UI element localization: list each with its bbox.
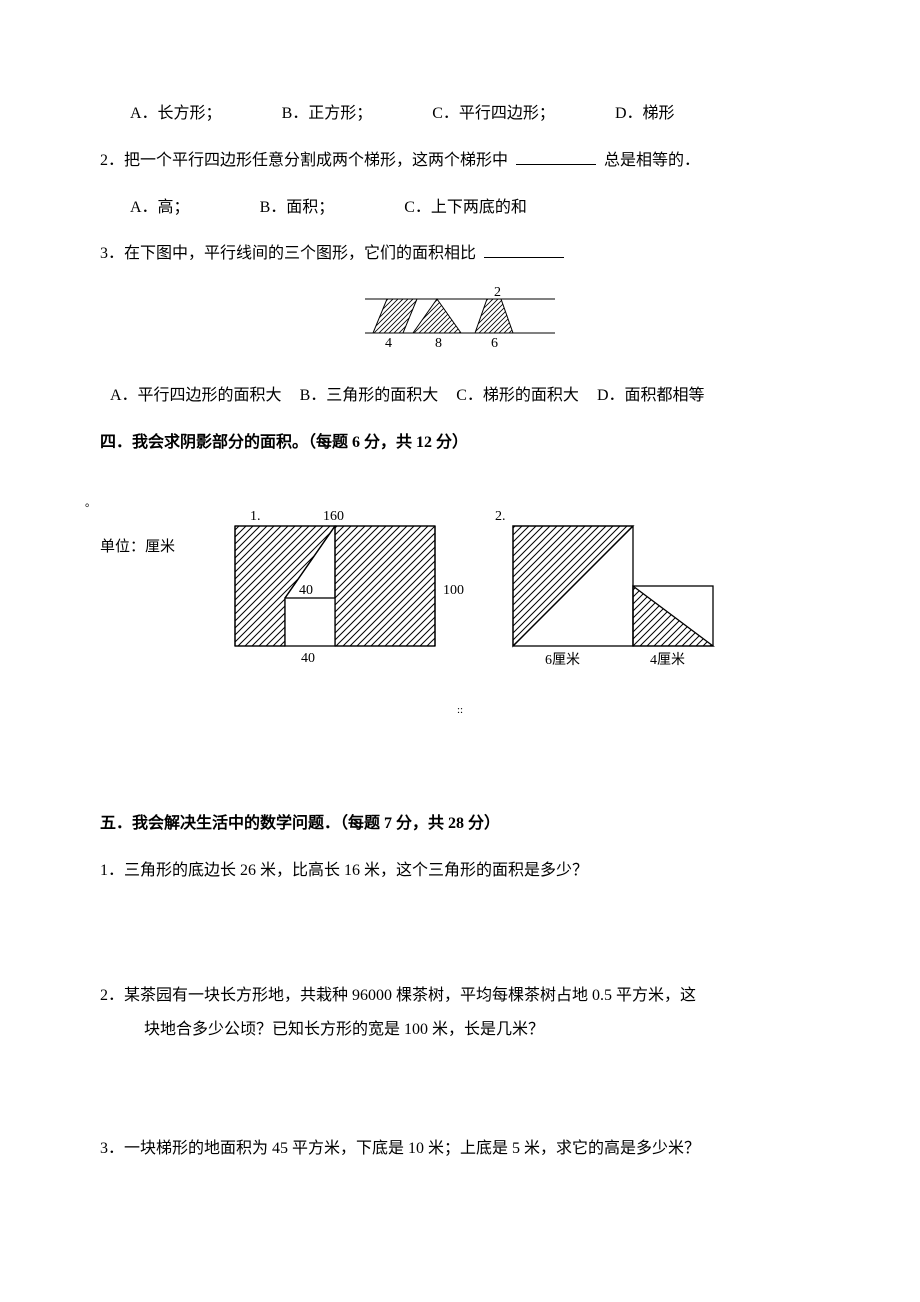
q3-optC: C．梯形的面积大 <box>456 382 579 411</box>
svg-text:40: 40 <box>301 651 315 666</box>
q3-stem: 3．在下图中，平行线间的三个图形，它们的面积相比 <box>100 240 820 269</box>
q3-optA: A．平行四边形的面积大 <box>110 382 282 411</box>
section5: 五．我会解决生活中的数学问题．（每题 7 分，共 28 分） 1．三角形的底边长… <box>100 810 820 1164</box>
q1-optC: C．平行四边形； <box>432 100 555 129</box>
svg-text:8: 8 <box>435 336 442 351</box>
section4-title: 四．我会求阴影部分的面积。（每题 6 分，共 12 分） <box>100 429 820 458</box>
q1-optA: A．长方形； <box>130 100 222 129</box>
q2-stem-before: 2．把一个平行四边形任意分割成两个梯形，这两个梯形中 <box>100 152 512 169</box>
svg-text:1.: 1. <box>250 509 261 524</box>
section4-figures: 单位：厘米 1. <box>100 504 820 685</box>
q1-options: A．长方形； B．正方形； C．平行四边形； D．梯形 <box>130 100 820 129</box>
svg-text:2.: 2. <box>495 509 506 524</box>
svg-text:6: 6 <box>491 336 498 351</box>
svg-text:2: 2 <box>494 287 501 300</box>
q1-optB: B．正方形； <box>282 100 373 129</box>
svg-text:160: 160 <box>323 509 344 524</box>
s5-p1: 1．三角形的底边长 26 米，比高长 16 米，这个三角形的面积是多少？ <box>100 857 820 886</box>
unit-label: 单位：厘米 <box>100 534 175 561</box>
s5-p2a: 2．某茶园有一块长方形地，共栽种 96000 棵茶树，平均每棵茶树占地 0.5 … <box>100 982 820 1011</box>
svg-text:40: 40 <box>299 583 313 598</box>
section5-title: 五．我会解决生活中的数学问题．（每题 7 分，共 28 分） <box>100 810 820 839</box>
s5-p2b: 块地合多少公顷？已知长方形的宽是 100 米，长是几米？ <box>144 1016 820 1045</box>
q3-optB: B．三角形的面积大 <box>300 382 439 411</box>
q2-optB: B．面积； <box>260 194 335 223</box>
bottom-mark: :: <box>100 695 820 724</box>
q2-options: A．高； B．面积； C．上下两底的和 <box>130 194 820 223</box>
q2-blank[interactable] <box>516 149 596 165</box>
q3-blank[interactable] <box>484 242 564 258</box>
svg-text:100: 100 <box>443 583 464 598</box>
q3-diagram: 2 4 8 6 <box>100 287 820 364</box>
svg-text:4: 4 <box>385 336 392 351</box>
s5-p3: 3．一块梯形的地面积为 45 平方米，下底是 10 米；上底是 5 米，求它的高… <box>100 1135 820 1164</box>
q1-optD: D．梯形 <box>615 100 675 129</box>
q3-options: A．平行四边形的面积大 B．三角形的面积大 C．梯形的面积大 D．面积都相等 <box>110 382 820 411</box>
q3-optD: D．面积都相等 <box>597 382 705 411</box>
q2-stem-after: 总是相等的． <box>604 152 700 169</box>
figure-1: 1. 160 100 40 40 <box>205 504 465 685</box>
svg-text:4厘米: 4厘米 <box>650 652 685 668</box>
q2-optC: C．上下两底的和 <box>404 194 527 223</box>
figure-2: 2. 6厘米 4厘米 <box>495 504 725 685</box>
q2-stem: 2．把一个平行四边形任意分割成两个梯形，这两个梯形中 总是相等的． <box>100 147 820 176</box>
svg-text:6厘米: 6厘米 <box>545 652 580 668</box>
q2-optA: A．高； <box>130 194 190 223</box>
corner-mark: 。 <box>85 497 96 509</box>
q3-stem-before: 3．在下图中，平行线间的三个图形，它们的面积相比 <box>100 245 480 262</box>
